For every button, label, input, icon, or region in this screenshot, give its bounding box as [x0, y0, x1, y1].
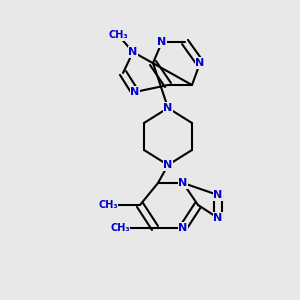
Text: N: N — [128, 47, 138, 57]
Text: CH₃: CH₃ — [108, 30, 128, 40]
Text: N: N — [213, 190, 223, 200]
Text: N: N — [178, 178, 188, 188]
Text: N: N — [178, 223, 188, 233]
Text: N: N — [130, 87, 140, 97]
Text: N: N — [158, 37, 166, 47]
Text: N: N — [164, 103, 172, 113]
Text: CH₃: CH₃ — [98, 200, 118, 210]
Text: CH₃: CH₃ — [110, 223, 130, 233]
Text: N: N — [213, 213, 223, 223]
Text: N: N — [164, 160, 172, 170]
Text: N: N — [195, 58, 205, 68]
